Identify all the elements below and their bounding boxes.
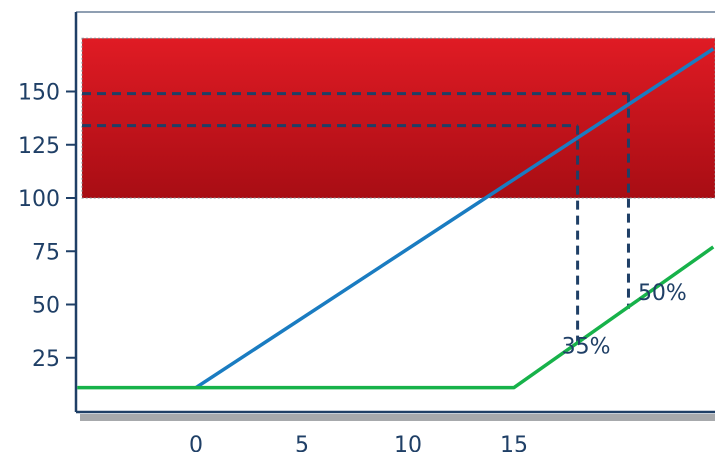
shaded-band — [82, 38, 715, 198]
annotation-label: 35% — [562, 334, 611, 359]
axis-layer — [66, 11, 715, 421]
y-tick-label: 100 — [18, 187, 60, 212]
series-layer — [77, 47, 715, 390]
x-tick-label: 15 — [500, 433, 528, 452]
band-layer — [81, 37, 715, 199]
series-line-1 — [195, 47, 715, 390]
y-tick-label: 125 — [18, 134, 60, 159]
x-tick-label: 0 — [189, 433, 203, 452]
x-tick-label: 10 — [394, 433, 422, 452]
label-layer: 25 50 75 100 125 150 0 5 10 15 35% 50% — [18, 81, 687, 452]
y-tick-label: 50 — [32, 294, 60, 319]
series-line-2 — [77, 245, 715, 390]
shaded-band-border — [81, 37, 715, 199]
x-tick-label: 5 — [295, 433, 309, 452]
x-axis-shadow — [80, 414, 715, 421]
y-tick-label: 75 — [32, 240, 60, 265]
annotation-label: 50% — [638, 281, 687, 306]
y-tick-label: 25 — [32, 347, 60, 372]
reference-lines — [82, 92, 630, 343]
y-tick-label: 150 — [18, 81, 60, 106]
